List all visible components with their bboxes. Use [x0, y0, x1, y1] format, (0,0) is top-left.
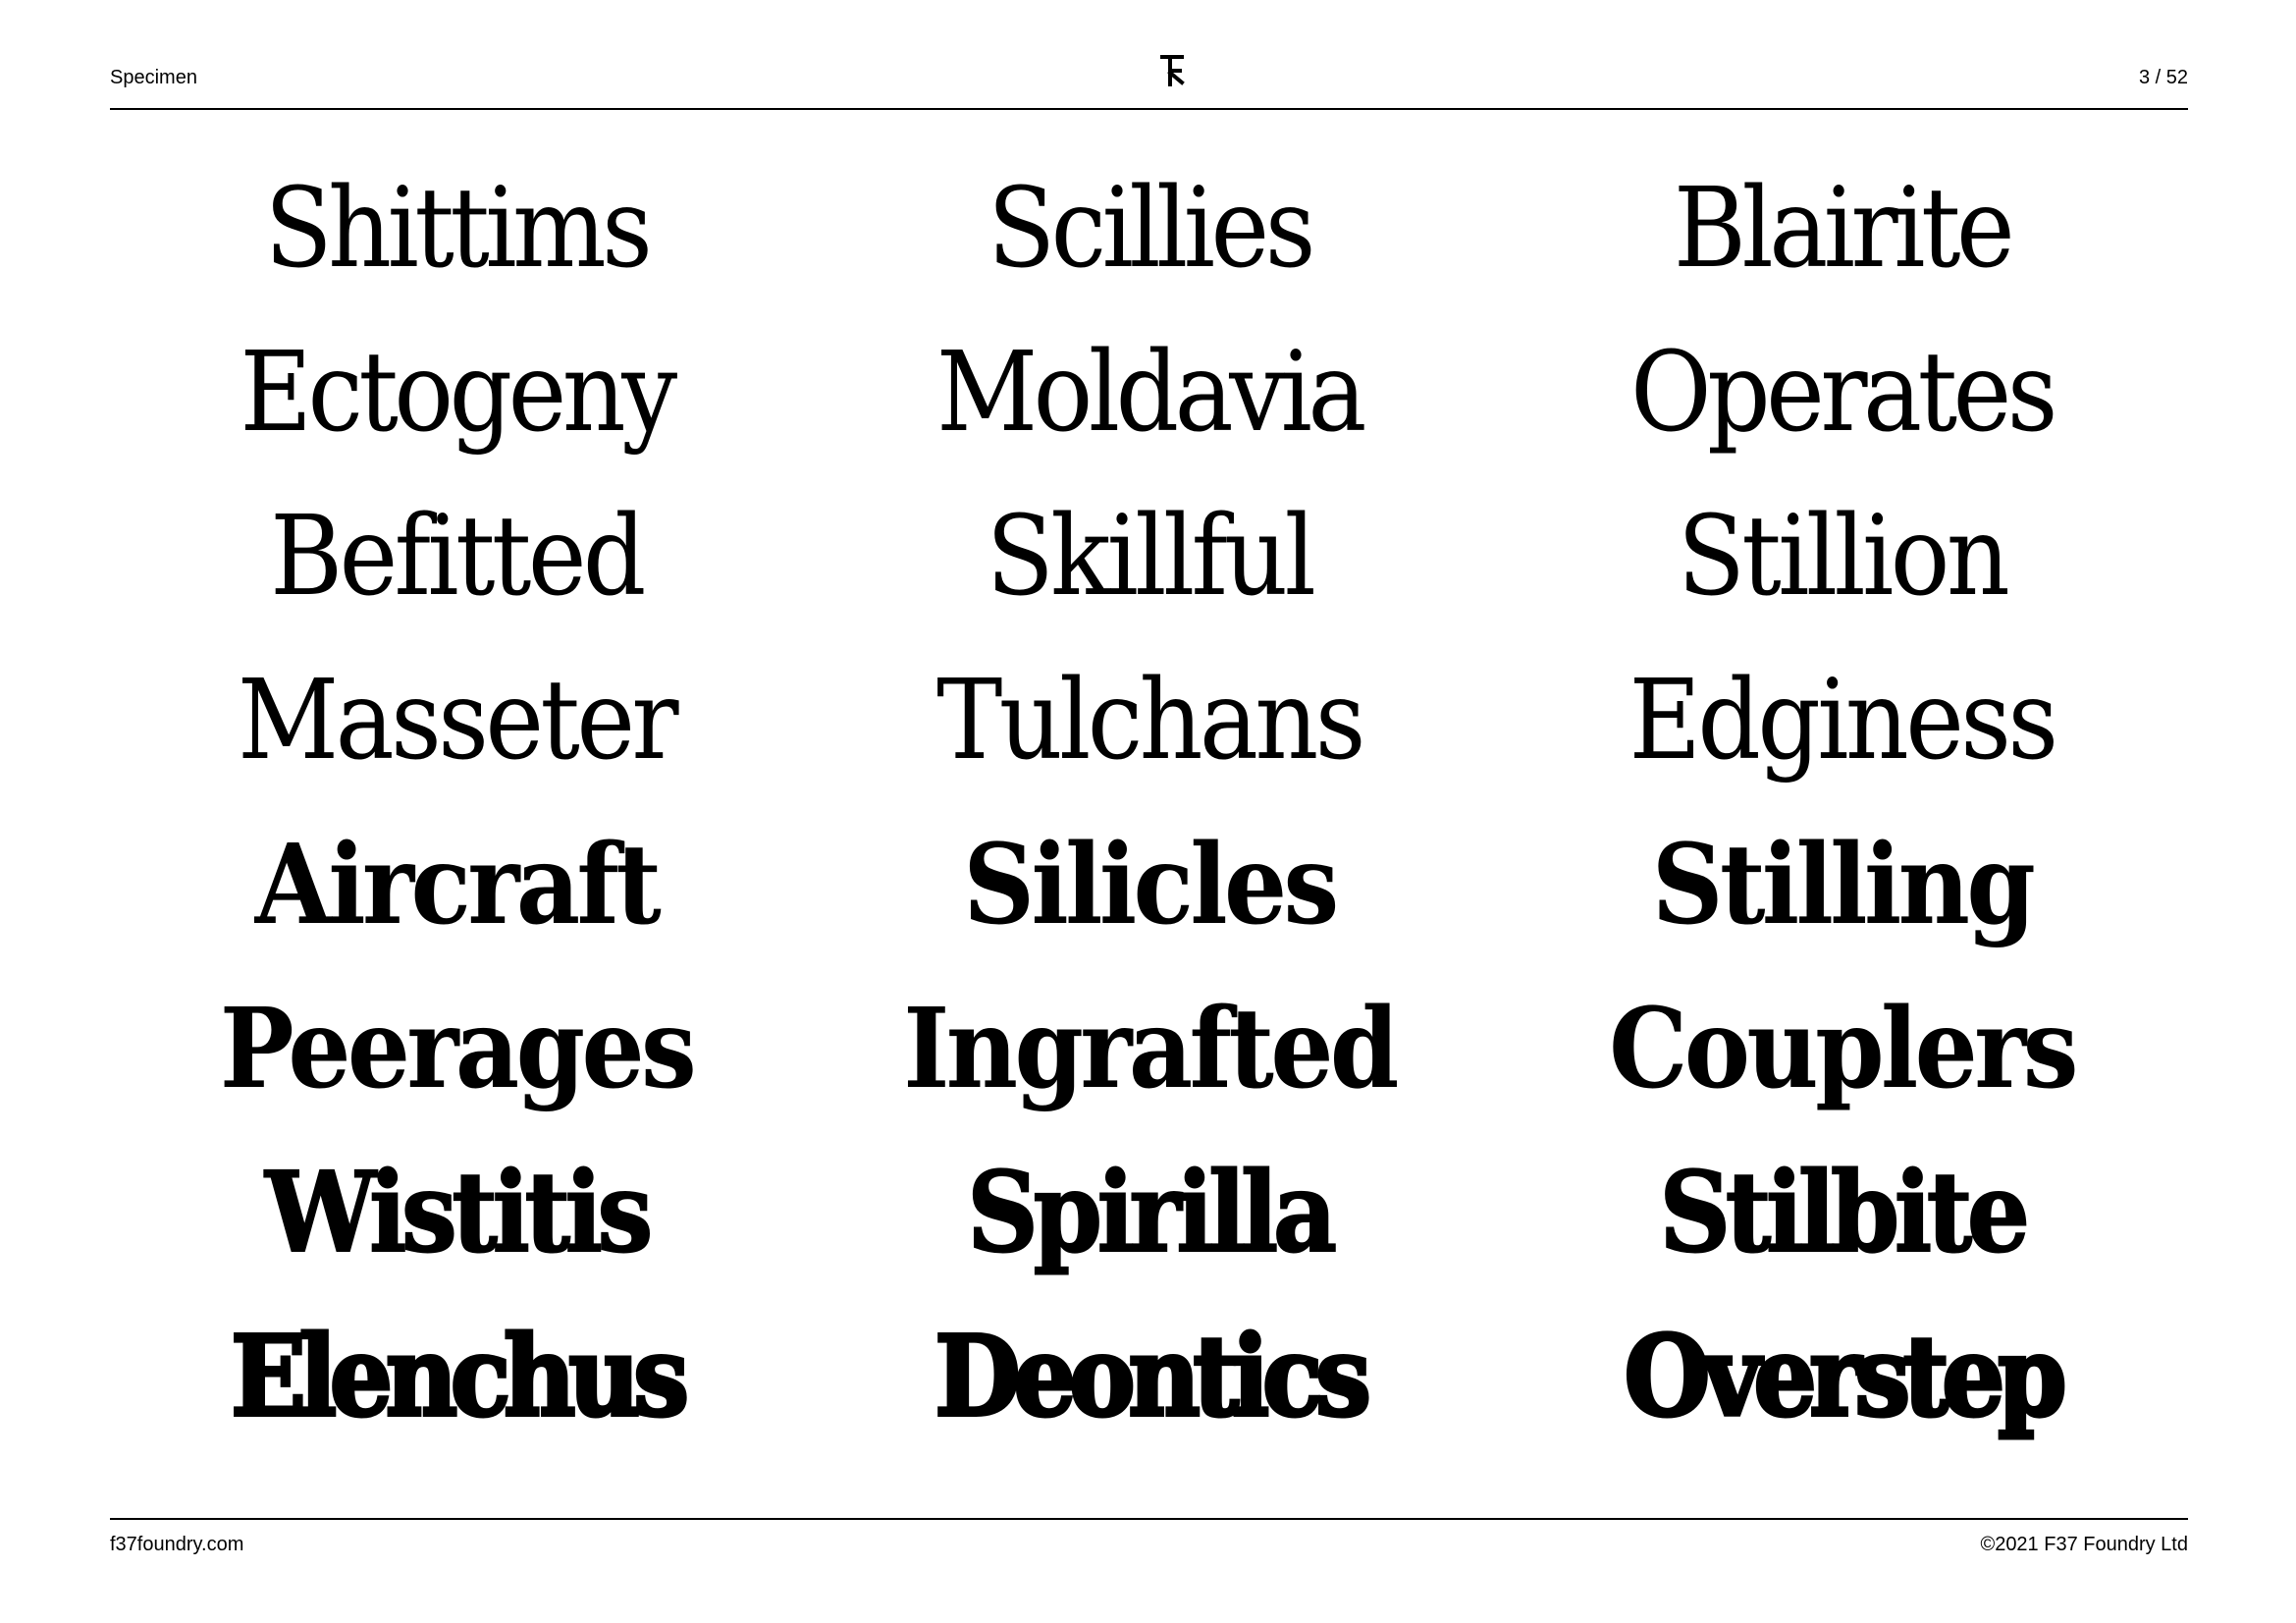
specimen-word: Skillful [986, 493, 1316, 621]
specimen-word: Scillies [988, 165, 1315, 293]
page-number: 3 / 52 [2138, 67, 2188, 88]
f37-logo-icon [1160, 55, 1185, 86]
specimen-word: Elenchus [229, 1311, 690, 1443]
copyright-notice: ©2021 F37 Foundry Ltd [1980, 1534, 2188, 1555]
specimen-word: Ingrafted [903, 985, 1399, 1113]
section-label: Specimen [110, 67, 197, 88]
specimen-word: Masseter [238, 657, 679, 784]
specimen-word: Silicles [963, 821, 1339, 949]
specimen-grid: Shittims Scillies Blairite Ectogeny Mold… [110, 147, 2188, 1459]
website-link[interactable]: f37foundry.com [110, 1534, 244, 1555]
specimen-word: Couplers [1609, 985, 2078, 1113]
specimen-word: Overstep [1623, 1311, 2069, 1443]
specimen-word: Blairite [1673, 165, 2015, 293]
specimen-word: Deontics [933, 1311, 1372, 1443]
specimen-word: Shittims [264, 165, 653, 293]
specimen-word: Stillion [1677, 493, 2010, 621]
specimen-word: Wistitis [264, 1148, 654, 1278]
specimen-word: Aircraft [254, 821, 662, 949]
specimen-word: Spirilla [966, 1148, 1338, 1278]
specimen-word: Tulchans [936, 657, 1365, 784]
specimen-word: Peerages [219, 985, 697, 1113]
specimen-word: Stilbite [1658, 1148, 2030, 1278]
specimen-word: Befitted [270, 493, 646, 621]
specimen-word: Stilling [1651, 821, 2036, 949]
specimen-word: Operates [1630, 329, 2057, 457]
header-divider [110, 108, 2188, 110]
page-header: Specimen 3 / 52 [110, 39, 2188, 110]
specimen-word: Ectogeny [240, 329, 677, 457]
footer-divider [110, 1518, 2188, 1520]
specimen-word: Edginess [1629, 657, 2058, 784]
specimen-word: Moldavia [935, 329, 1367, 457]
